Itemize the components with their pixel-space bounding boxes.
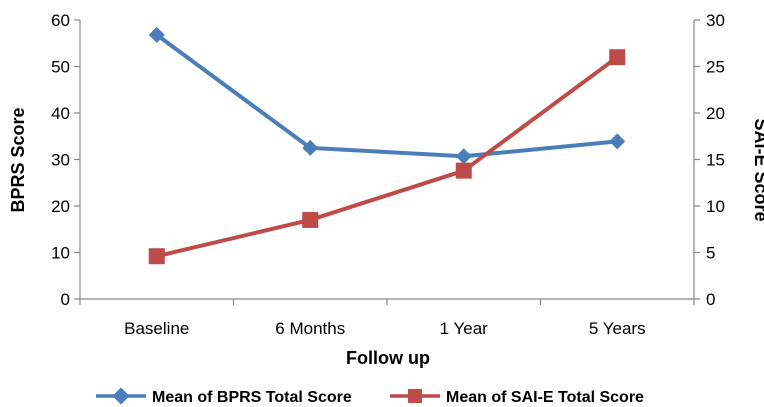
y-right-tick-label: 25 xyxy=(706,58,725,77)
x-tick-label: 1 Year xyxy=(440,319,489,338)
y-right-tick-label: 0 xyxy=(706,290,715,309)
y-left-tick-label: 40 xyxy=(51,104,70,123)
y-right-tick-label: 20 xyxy=(706,104,725,123)
legend-label-saie: Mean of SAI-E Total Score xyxy=(446,389,644,406)
y-left-tick-label: 50 xyxy=(51,58,70,77)
y-left-tick-label: 60 xyxy=(51,11,70,30)
y-left-tick-label: 20 xyxy=(51,197,70,216)
data-point-bprs xyxy=(609,133,626,150)
data-point-bprs xyxy=(148,26,165,43)
data-point-saie xyxy=(148,248,165,265)
series-line-saie xyxy=(156,55,619,259)
y-right-tick-label: 15 xyxy=(706,151,725,170)
data-point-saie xyxy=(455,162,472,179)
y-left-tick-label: 30 xyxy=(51,151,70,170)
y-axis-right-title: SAI-E Score xyxy=(751,118,764,221)
legend: Mean of BPRS Total Score Mean of SAI-E T… xyxy=(96,387,644,406)
y-right-tick-label: 10 xyxy=(706,197,725,216)
x-tick-label: Baseline xyxy=(124,319,189,338)
legend-marker-saie xyxy=(408,389,422,403)
series-line-bprs xyxy=(155,33,618,159)
data-point-saie xyxy=(302,211,319,228)
legend-label-bprs: Mean of BPRS Total Score xyxy=(152,389,352,406)
y-right-tick-label: 5 xyxy=(706,244,715,263)
data-point-bprs xyxy=(302,139,319,156)
legend-marker-bprs xyxy=(112,387,130,405)
x-tick-label: 5 Years xyxy=(589,319,646,338)
y-left-tick-label: 10 xyxy=(51,244,70,263)
data-point-bprs xyxy=(455,148,472,165)
y-left-tick-label: 0 xyxy=(61,290,70,309)
y-right-tick-label: 30 xyxy=(706,11,725,30)
data-point-saie xyxy=(609,49,626,66)
x-tick-label: 6 Months xyxy=(275,319,345,338)
y-axis-left-title: BPRS Score xyxy=(8,107,28,212)
x-axis-title: Follow up xyxy=(346,348,430,368)
